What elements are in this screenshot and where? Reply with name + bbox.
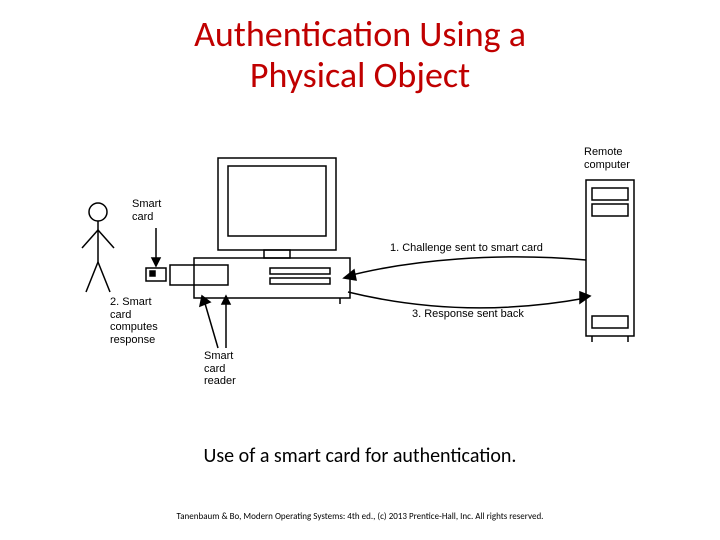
reader-label: Smartcardreader — [204, 350, 254, 388]
smart-card-label: Smartcard — [132, 198, 161, 223]
remote-computer-icon — [586, 180, 634, 342]
desktop-base-icon — [170, 258, 350, 304]
smart-card-icon — [146, 268, 166, 281]
caption: Use of a smart card for authentication. — [0, 444, 720, 468]
slide-title: Authentication Using a Physical Object — [0, 14, 720, 97]
step2-label: 2. Smartcardcomputesresponse — [110, 296, 170, 347]
diagram-svg — [70, 140, 650, 400]
step1-label: 1. Challenge sent to smart card — [390, 242, 543, 255]
smartcard-diagram: Smartcard 2. Smartcardcomputesresponse S… — [70, 140, 650, 400]
person-icon — [82, 203, 114, 292]
response-arrow — [348, 292, 590, 308]
monitor-icon — [218, 158, 336, 258]
step3-label: 3. Response sent back — [412, 308, 524, 321]
smartcard-label-arrow — [152, 228, 160, 266]
challenge-arrow — [344, 257, 586, 280]
remote-label: Remotecomputer — [584, 146, 630, 171]
title-line1: Authentication Using a — [194, 12, 526, 56]
reader-label-arrow — [200, 296, 230, 348]
footer-citation: Tanenbaum & Bo, Modern Operating Systems… — [0, 511, 720, 522]
title-line2: Physical Object — [250, 53, 470, 97]
